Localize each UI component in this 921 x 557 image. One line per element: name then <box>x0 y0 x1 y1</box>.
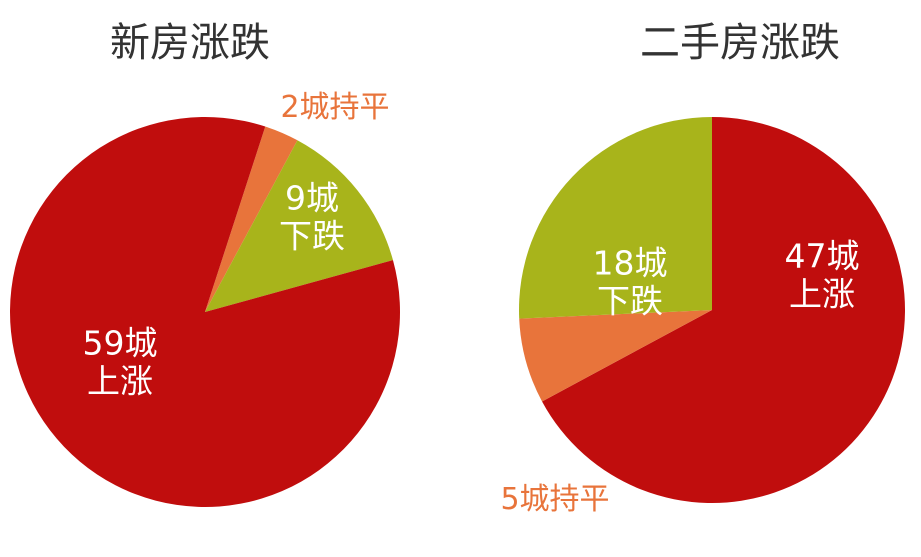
category-label: 下跌 <box>279 217 345 256</box>
slice-label: 2城持平 <box>280 90 389 125</box>
category-label: 下跌 <box>597 282 663 321</box>
category-label: 上涨 <box>87 362 153 401</box>
value-label: 47城 <box>785 237 860 276</box>
pie-slice <box>542 117 905 503</box>
value-label: 59城 <box>83 324 158 363</box>
value-label: 5城 <box>500 482 549 517</box>
category-label: 持平 <box>330 90 390 125</box>
chart-title: 新房涨跌 <box>110 20 270 66</box>
slice-label: 5城持平 <box>500 482 609 517</box>
pie-slice <box>519 310 712 402</box>
value-label: 2城 <box>280 90 329 125</box>
pie-slice <box>519 117 712 319</box>
chart-title: 二手房涨跌 <box>640 20 840 66</box>
pie-slice <box>205 140 393 312</box>
category-label: 上涨 <box>789 275 855 314</box>
pie-slice <box>205 126 298 312</box>
pie-slice <box>10 116 401 508</box>
value-label: 9城 <box>285 179 339 218</box>
value-label: 18城 <box>593 244 668 283</box>
category-label: 持平 <box>550 482 610 517</box>
